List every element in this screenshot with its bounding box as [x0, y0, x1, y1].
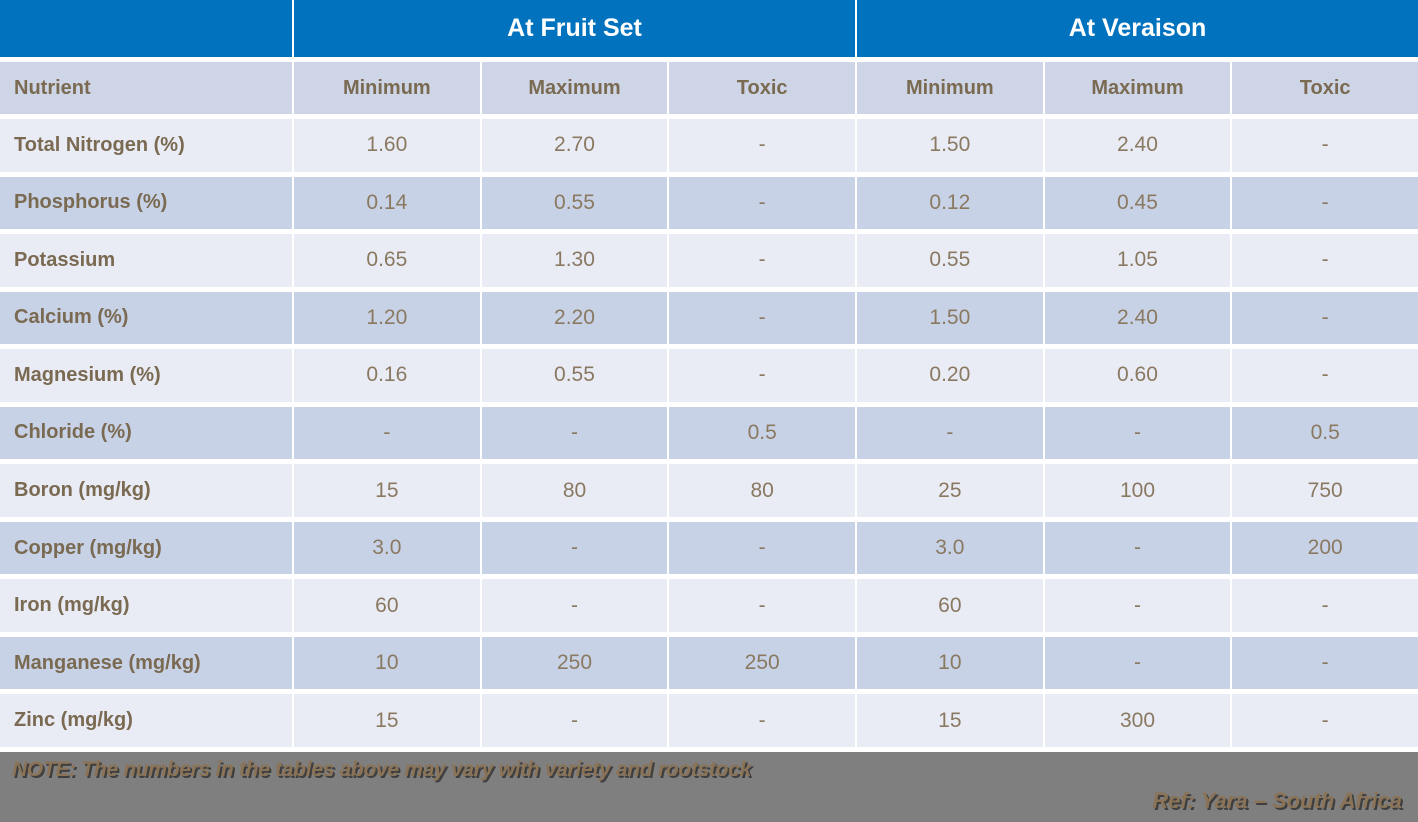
nutrient-name: Manganese (mg/kg)	[0, 636, 292, 690]
cell-value: -	[669, 521, 855, 575]
cell-value: 750	[1232, 464, 1418, 517]
nutrient-name: Boron (mg/kg)	[0, 464, 292, 517]
corner-cell	[0, 0, 292, 57]
cell-value: 15	[294, 464, 480, 517]
cell-value: 200	[1232, 521, 1418, 575]
column-header-toxic-6: Toxic	[1232, 62, 1418, 114]
column-header-toxic-3: Toxic	[669, 62, 855, 114]
cell-value: 80	[481, 464, 668, 517]
group-header-at-veraison: At Veraison	[857, 0, 1418, 57]
cell-value: 1.50	[857, 291, 1043, 345]
cell-value: 2.20	[481, 291, 668, 345]
cell-value: -	[857, 406, 1043, 460]
cell-value: -	[1044, 636, 1231, 690]
cell-value: 10	[857, 636, 1043, 690]
cell-value: 1.05	[1044, 234, 1231, 287]
cell-value: 1.30	[481, 234, 668, 287]
cell-value: -	[669, 579, 855, 632]
nutrient-name: Chloride (%)	[0, 406, 292, 460]
cell-value: -	[481, 579, 668, 632]
footer-bar: NOTE: The numbers in the tables above ma…	[0, 752, 1418, 822]
cell-value: 3.0	[294, 521, 480, 575]
column-header-maximum-2: Maximum	[481, 62, 668, 114]
cell-value: -	[669, 234, 855, 287]
cell-value: -	[669, 291, 855, 345]
cell-value: 250	[669, 636, 855, 690]
nutrient-name: Magnesium (%)	[0, 349, 292, 402]
cell-value: 0.55	[481, 176, 668, 230]
cell-value: -	[669, 694, 855, 747]
cell-value: 60	[857, 579, 1043, 632]
cell-value: 250	[481, 636, 668, 690]
cell-value: -	[1044, 521, 1231, 575]
nutrient-name: Total Nitrogen (%)	[0, 119, 292, 172]
column-header-minimum-1: Minimum	[294, 62, 480, 114]
cell-value: 300	[1044, 694, 1231, 747]
cell-value: -	[669, 176, 855, 230]
cell-value: 10	[294, 636, 480, 690]
cell-value: 0.45	[1044, 176, 1231, 230]
footer-note: NOTE: The numbers in the tables above ma…	[12, 758, 751, 781]
nutrient-name: Calcium (%)	[0, 291, 292, 345]
column-header-minimum-4: Minimum	[857, 62, 1043, 114]
cell-value: 2.70	[481, 119, 668, 172]
cell-value: 0.20	[857, 349, 1043, 402]
cell-value: 3.0	[857, 521, 1043, 575]
cell-value: -	[1232, 176, 1418, 230]
cell-value: -	[669, 119, 855, 172]
cell-value: -	[1232, 349, 1418, 402]
cell-value: 25	[857, 464, 1043, 517]
cell-value: -	[1044, 579, 1231, 632]
cell-value: 0.5	[669, 406, 855, 460]
column-header-nutrient-0: Nutrient	[0, 62, 292, 114]
cell-value: 0.60	[1044, 349, 1231, 402]
cell-value: 100	[1044, 464, 1231, 517]
cell-value: -	[1232, 694, 1418, 747]
cell-value: 0.55	[481, 349, 668, 402]
nutrient-name: Zinc (mg/kg)	[0, 694, 292, 747]
cell-value: -	[1044, 406, 1231, 460]
cell-value: -	[481, 694, 668, 747]
cell-value: 1.20	[294, 291, 480, 345]
cell-value: -	[294, 406, 480, 460]
cell-value: 1.60	[294, 119, 480, 172]
footer-reference: Ref: Yara – South Africa	[1152, 788, 1402, 813]
cell-value: 15	[857, 694, 1043, 747]
cell-value: 0.5	[1232, 406, 1418, 460]
cell-value: -	[1232, 291, 1418, 345]
column-header-maximum-5: Maximum	[1044, 62, 1231, 114]
cell-value: 2.40	[1044, 119, 1231, 172]
cell-value: -	[1232, 636, 1418, 690]
nutrient-name: Potassium	[0, 234, 292, 287]
cell-value: -	[1232, 579, 1418, 632]
cell-value: -	[1232, 234, 1418, 287]
nutrient-name: Phosphorus (%)	[0, 176, 292, 230]
cell-value: -	[1232, 119, 1418, 172]
cell-value: -	[481, 406, 668, 460]
nutrient-name: Copper (mg/kg)	[0, 521, 292, 575]
cell-value: 0.14	[294, 176, 480, 230]
cell-value: 1.50	[857, 119, 1043, 172]
cell-value: -	[481, 521, 668, 575]
group-header-at-fruit-set: At Fruit Set	[294, 0, 855, 57]
cell-value: 2.40	[1044, 291, 1231, 345]
cell-value: 0.55	[857, 234, 1043, 287]
cell-value: 0.16	[294, 349, 480, 402]
nutrient-name: Iron (mg/kg)	[0, 579, 292, 632]
cell-value: 80	[669, 464, 855, 517]
cell-value: -	[669, 349, 855, 402]
cell-value: 15	[294, 694, 480, 747]
cell-value: 60	[294, 579, 480, 632]
cell-value: 0.65	[294, 234, 480, 287]
cell-value: 0.12	[857, 176, 1043, 230]
nutrient-table: At Fruit Set At Veraison Nutrient Minimum Ma…	[0, 0, 1418, 747]
